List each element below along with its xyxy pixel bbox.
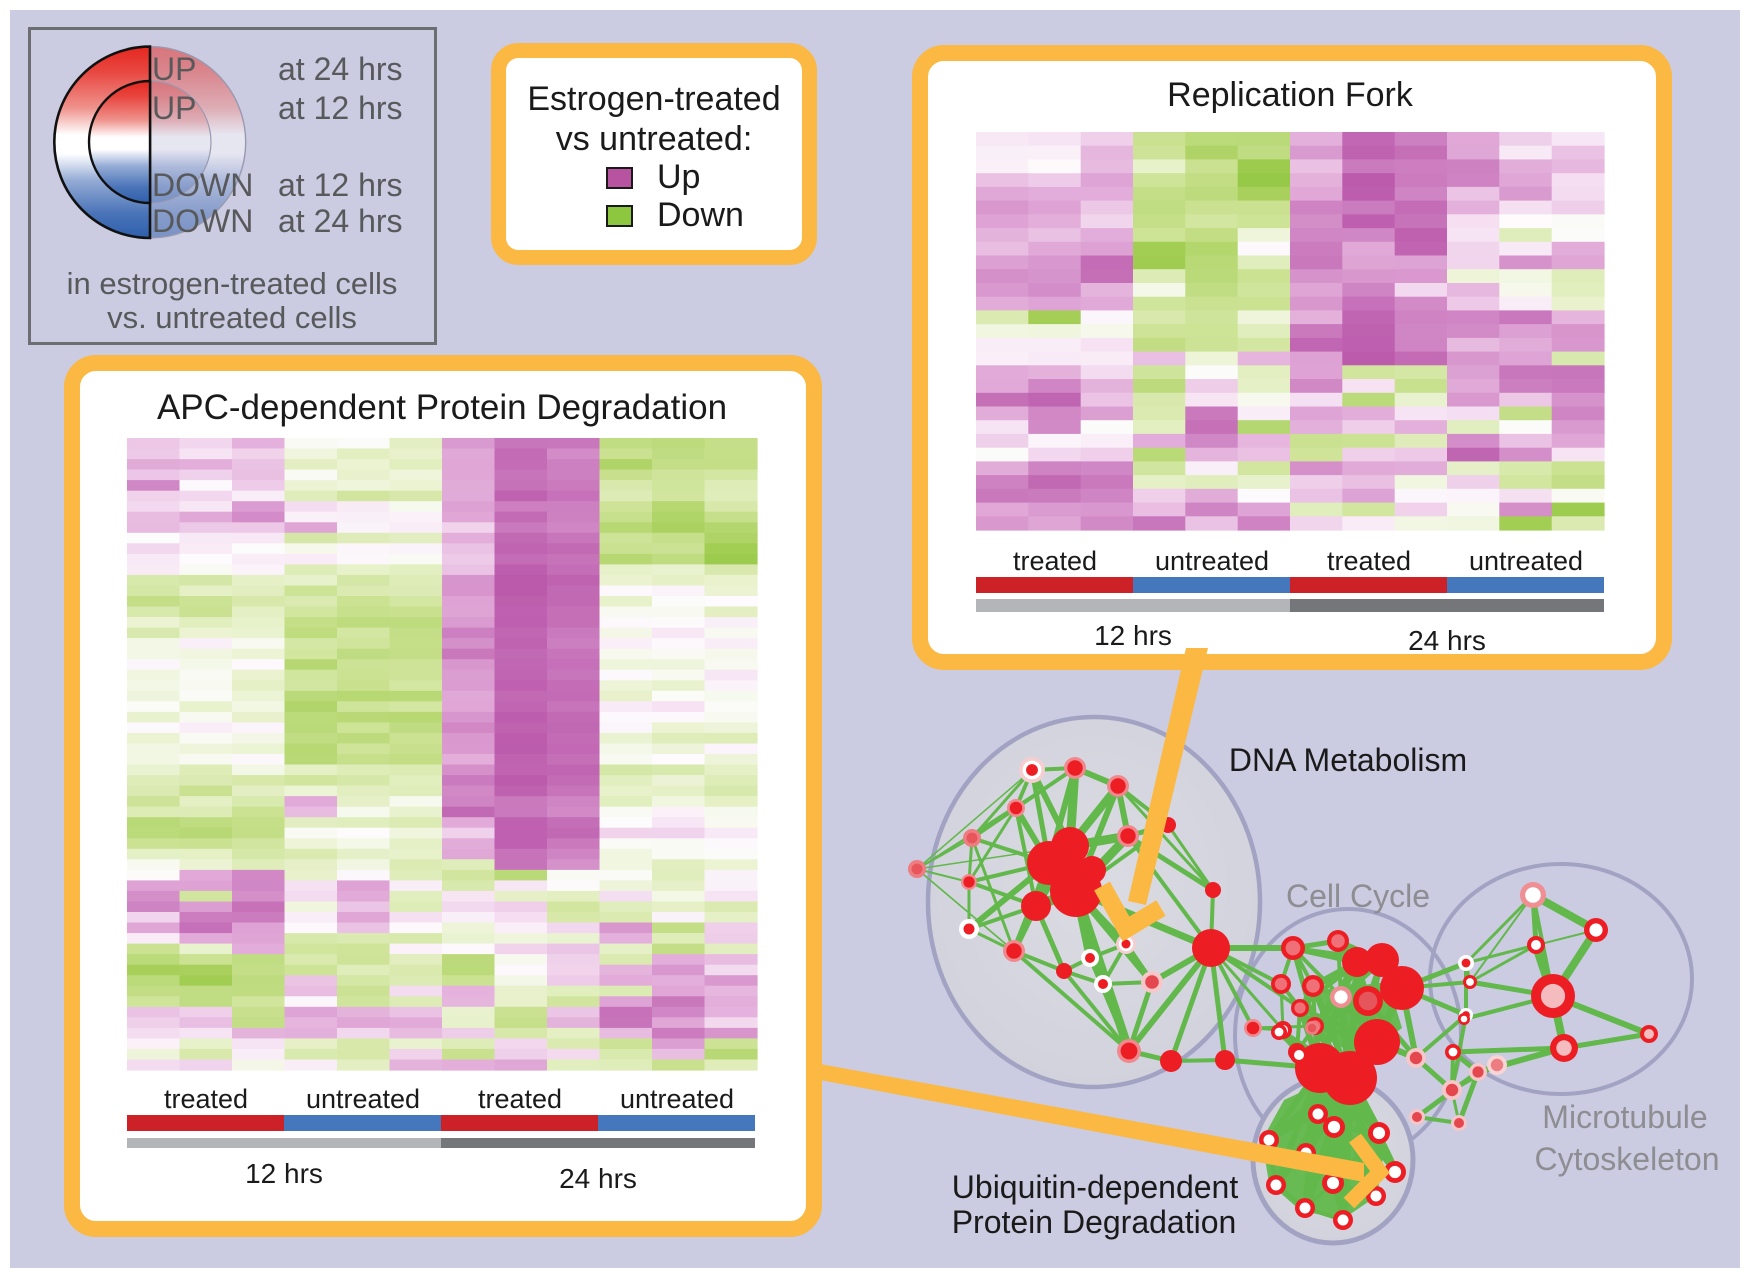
svg-text:Protein Degradation: Protein Degradation — [952, 1204, 1237, 1240]
svg-text:DOWN: DOWN — [152, 203, 253, 239]
svg-text:untreated: untreated — [620, 1084, 734, 1114]
svg-text:Microtubule: Microtubule — [1542, 1099, 1707, 1135]
svg-text:treated: treated — [1013, 546, 1097, 576]
svg-text:Down: Down — [657, 196, 744, 234]
svg-text:vs untreated:: vs untreated: — [556, 120, 753, 158]
svg-text:UP: UP — [152, 90, 196, 126]
svg-text:Up: Up — [657, 158, 700, 196]
svg-text:in estrogen-treated cells: in estrogen-treated cells — [67, 266, 398, 301]
svg-text:UP: UP — [152, 51, 196, 87]
svg-text:Estrogen-treated: Estrogen-treated — [527, 80, 780, 118]
svg-text:untreated: untreated — [306, 1084, 420, 1114]
svg-text:at 12 hrs: at 12 hrs — [278, 90, 403, 126]
svg-text:vs. untreated cells: vs. untreated cells — [107, 300, 357, 335]
svg-text:12 hrs: 12 hrs — [1094, 620, 1172, 651]
svg-text:at 24 hrs: at 24 hrs — [278, 203, 403, 239]
svg-text:treated: treated — [478, 1084, 562, 1114]
svg-text:24 hrs: 24 hrs — [1408, 625, 1486, 656]
svg-text:APC-dependent Protein Degradat: APC-dependent Protein Degradation — [157, 388, 727, 427]
svg-text:12 hrs: 12 hrs — [245, 1158, 323, 1189]
svg-text:DNA Metabolism: DNA Metabolism — [1229, 742, 1467, 778]
svg-text:at 24 hrs: at 24 hrs — [278, 51, 403, 87]
svg-text:Cell Cycle: Cell Cycle — [1286, 878, 1430, 914]
svg-text:treated: treated — [164, 1084, 248, 1114]
svg-text:Cytoskeleton: Cytoskeleton — [1535, 1141, 1720, 1177]
svg-text:untreated: untreated — [1469, 546, 1583, 576]
svg-text:24 hrs: 24 hrs — [559, 1163, 637, 1194]
svg-text:at 12 hrs: at 12 hrs — [278, 167, 403, 203]
svg-text:Ubiquitin-dependent: Ubiquitin-dependent — [952, 1169, 1239, 1205]
svg-text:Replication Fork: Replication Fork — [1167, 76, 1414, 114]
svg-text:untreated: untreated — [1155, 546, 1269, 576]
svg-text:treated: treated — [1327, 546, 1411, 576]
svg-text:DOWN: DOWN — [152, 167, 253, 203]
